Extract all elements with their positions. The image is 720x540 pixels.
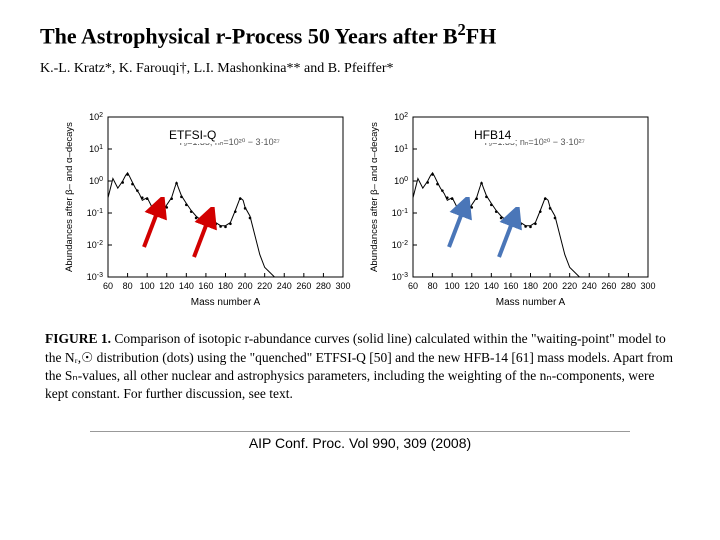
svg-text:280: 280	[621, 281, 636, 291]
svg-text:80: 80	[123, 281, 133, 291]
svg-text:200: 200	[543, 281, 558, 291]
svg-text:10-3: 10-3	[392, 272, 408, 283]
svg-text:102: 102	[89, 112, 103, 123]
svg-text:200: 200	[238, 281, 253, 291]
svg-text:100: 100	[394, 176, 408, 187]
svg-text:300: 300	[640, 281, 655, 291]
svg-text:100: 100	[140, 281, 155, 291]
svg-text:120: 120	[464, 281, 479, 291]
svg-text:160: 160	[503, 281, 518, 291]
chart-right-label: HFB14	[470, 127, 515, 143]
caption-body: Comparison of isotopic r-abundance curve…	[45, 331, 673, 401]
chart-right: 10-3 10-2 10-1 100 101 102 60 80 100 120 140 160 180…	[365, 107, 660, 312]
svg-text:240: 240	[277, 281, 292, 291]
arrow-blue-1	[443, 197, 473, 252]
authors-line: K.-L. Kratz*, K. Farouqi†, L.I. Mashonki…	[40, 61, 680, 77]
svg-text:10-1: 10-1	[87, 208, 103, 219]
svg-text:140: 140	[484, 281, 499, 291]
svg-text:260: 260	[296, 281, 311, 291]
svg-text:220: 220	[257, 281, 272, 291]
svg-text:10-3: 10-3	[87, 272, 103, 283]
svg-text:101: 101	[394, 144, 408, 155]
svg-text:280: 280	[316, 281, 331, 291]
svg-text:180: 180	[523, 281, 538, 291]
svg-text:Abundances after β– and α–deca: Abundances after β– and α–decays	[369, 122, 380, 272]
svg-text:220: 220	[562, 281, 577, 291]
svg-text:80: 80	[428, 281, 438, 291]
charts-row: 10-3 10-2 10-1 100 101 102 60 80 100 120 140 160 180…	[0, 107, 720, 312]
svg-text:60: 60	[103, 281, 113, 291]
svg-text:Mass number A: Mass number A	[496, 297, 566, 307]
title-part-b: FH	[466, 23, 497, 48]
caption-head: FIGURE 1.	[45, 331, 111, 346]
svg-text:120: 120	[159, 281, 174, 291]
page-title: The Astrophysical r-Process 50 Years aft…	[40, 20, 680, 49]
svg-text:100: 100	[445, 281, 460, 291]
svg-text:10-2: 10-2	[392, 240, 408, 251]
arrow-red-1	[138, 197, 168, 252]
footer-citation: AIP Conf. Proc. Vol 990, 309 (2008)	[90, 431, 630, 451]
svg-text:240: 240	[582, 281, 597, 291]
svg-text:300: 300	[335, 281, 350, 291]
svg-text:10-1: 10-1	[392, 208, 408, 219]
arrow-red-2	[188, 207, 218, 262]
chart-left: 10-3 10-2 10-1 100 101 102 60 80 100 120 140 160 180…	[60, 107, 355, 312]
svg-text:160: 160	[198, 281, 213, 291]
arrow-blue-2	[493, 207, 523, 262]
title-part-a: The Astrophysical r-Process 50 Years aft…	[40, 23, 458, 48]
figure-caption: FIGURE 1. Comparison of isotopic r-abund…	[0, 320, 720, 413]
svg-text:100: 100	[89, 176, 103, 187]
svg-text:Abundances after β– and α–deca: Abundances after β– and α–decays	[64, 122, 75, 272]
chart-left-label: ETFSI-Q	[165, 127, 220, 143]
title-block: The Astrophysical r-Process 50 Years aft…	[0, 0, 720, 82]
svg-text:Mass number A: Mass number A	[191, 297, 261, 307]
svg-text:260: 260	[601, 281, 616, 291]
svg-text:140: 140	[179, 281, 194, 291]
svg-text:102: 102	[394, 112, 408, 123]
svg-text:60: 60	[408, 281, 418, 291]
svg-text:10-2: 10-2	[87, 240, 103, 251]
title-sup: 2	[458, 20, 466, 39]
svg-text:180: 180	[218, 281, 233, 291]
svg-text:101: 101	[89, 144, 103, 155]
